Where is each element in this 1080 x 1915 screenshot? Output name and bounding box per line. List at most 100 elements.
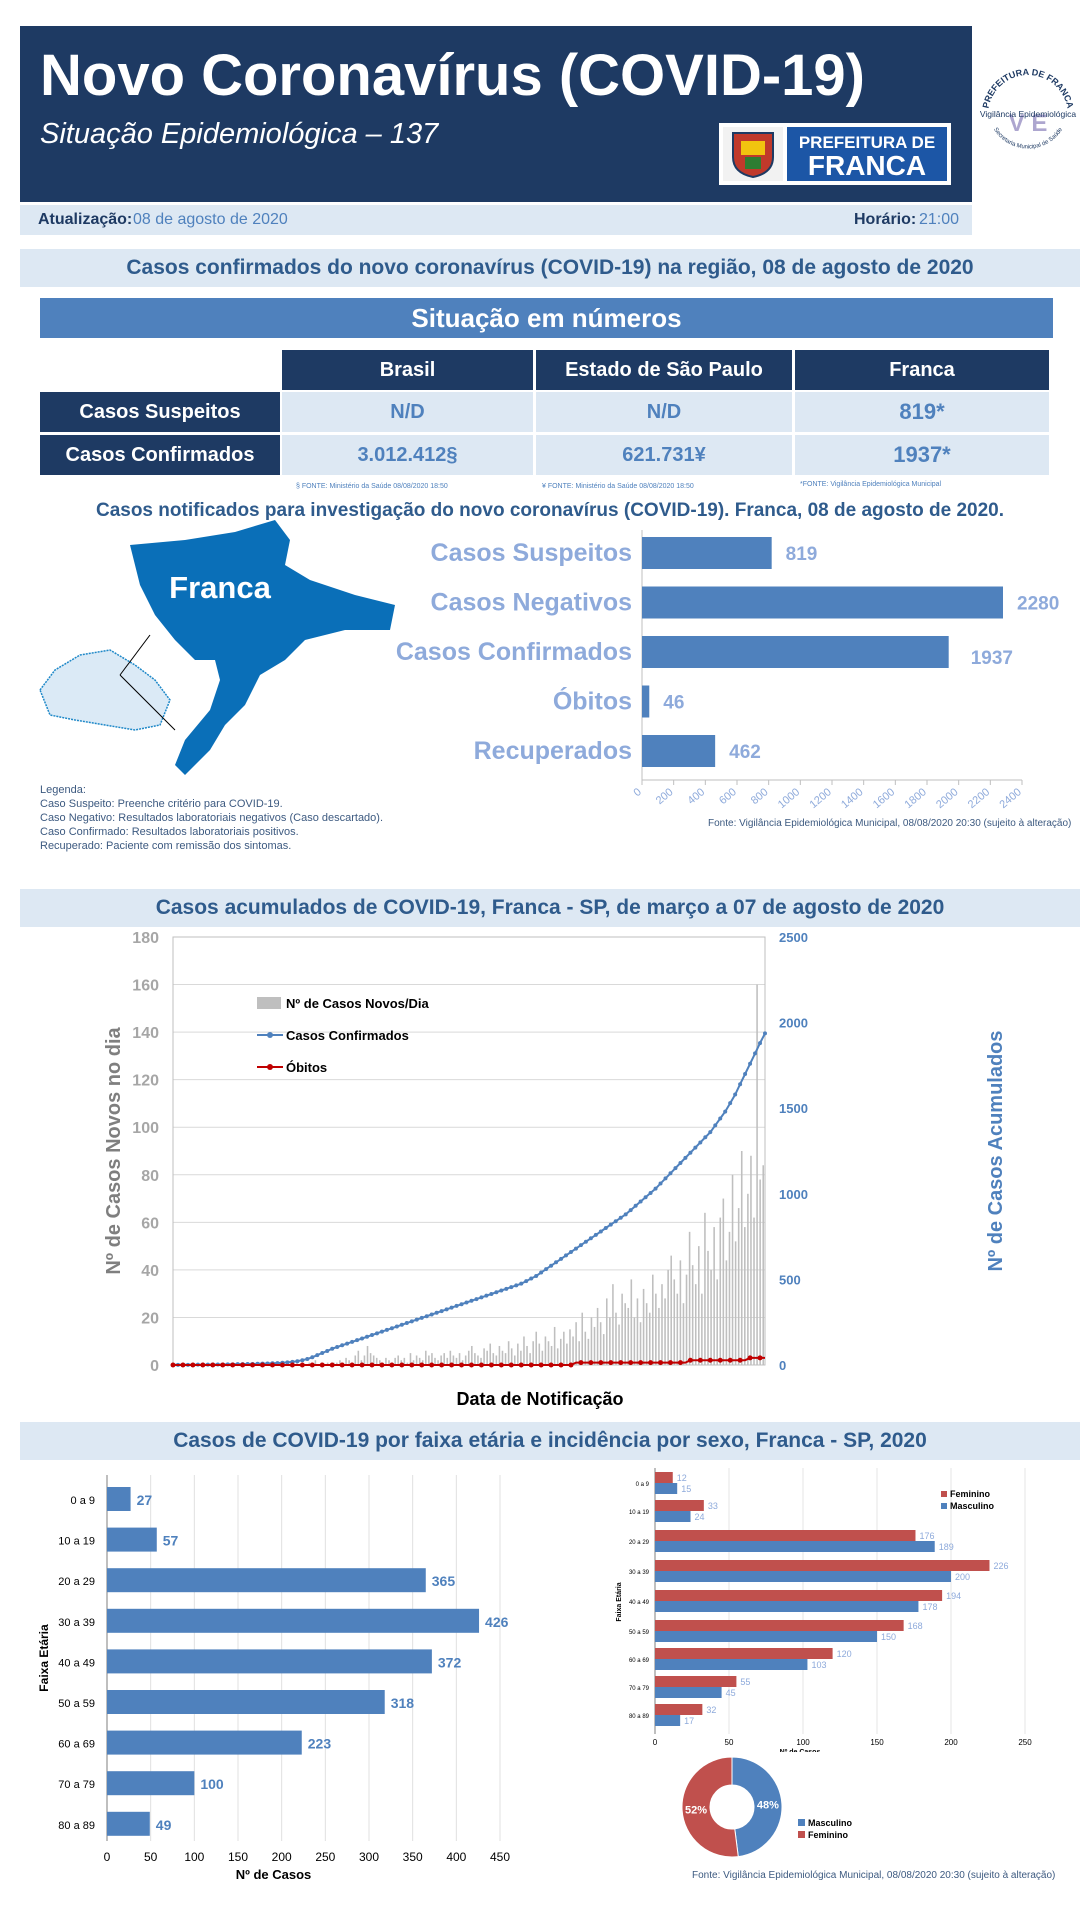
x-axis-title: Data de Notificação [456, 1389, 623, 1409]
daily-bar [486, 1350, 488, 1365]
daily-bar [461, 1360, 464, 1365]
deaths-point [747, 1355, 753, 1361]
footnote-franca: *FONTE: Vigilância Epidemiológica Munici… [800, 481, 942, 488]
daily-bar [363, 1355, 366, 1365]
daily-bar [418, 1357, 421, 1365]
daily-bar [403, 1357, 406, 1365]
deaths-point [528, 1362, 534, 1368]
x-tick-label: 0 [653, 1738, 658, 1747]
x-tick-label: 250 [315, 1850, 335, 1864]
daily-bar [544, 1336, 547, 1365]
x-tick-label: 600 [717, 786, 739, 807]
daily-bar [369, 1353, 372, 1365]
age-chart: 0 50 100 150 200 250 300 350 400 450 0 a 9 27 10 a 1… [20, 1465, 600, 1885]
daily-bar [633, 1317, 636, 1365]
cumulative-point [653, 1186, 658, 1191]
footnote-brasil: § FONTE: Ministério da Saúde 08/08/2020 … [296, 483, 448, 490]
x-tick-label: 200 [944, 1738, 958, 1747]
time-label: Horário: [854, 211, 917, 228]
male-value-label: 24 [695, 1512, 705, 1522]
daily-bar [394, 1357, 396, 1365]
daily-bar [507, 1341, 510, 1365]
female-value-label: 120 [837, 1649, 852, 1659]
category-label: 10 a 19 [629, 1510, 650, 1516]
age-value-label: 57 [163, 1533, 179, 1549]
bar-1 [642, 586, 1003, 619]
female-value-label: 12 [677, 1473, 687, 1483]
female-bar-2 [655, 1530, 916, 1541]
value-label: 819 [786, 544, 818, 565]
value-label: 1937 [971, 648, 1013, 669]
daily-bar [415, 1355, 418, 1365]
female-value-label: 33 [708, 1501, 718, 1511]
daily-bar [550, 1345, 553, 1365]
daily-bar [587, 1338, 590, 1365]
x-tick-label: 2200 [966, 786, 992, 811]
cumulative-point [429, 1312, 434, 1317]
cumulative-point [738, 1082, 743, 1087]
col-header-franca: Franca [795, 350, 1049, 390]
row-header-confirmados: Casos Confirmados [40, 435, 280, 475]
deaths-point [419, 1362, 425, 1368]
deaths-point [170, 1362, 176, 1368]
cumulative-point [330, 1346, 335, 1351]
deaths-point [598, 1360, 604, 1366]
x-tick-label: 300 [359, 1850, 379, 1864]
daily-bar [354, 1355, 357, 1365]
legend-swatch-female [941, 1491, 947, 1497]
male-bar-0 [655, 1483, 678, 1494]
male-value-label: 103 [811, 1660, 826, 1670]
daily-bar [443, 1353, 445, 1365]
male-bar-7 [655, 1687, 722, 1698]
pie-legend-label: Masculino [808, 1818, 853, 1828]
cumulative-point [399, 1322, 404, 1327]
cumulative-point [658, 1181, 663, 1186]
daily-bar [737, 1208, 740, 1365]
cumulative-point [753, 1051, 758, 1056]
age-bar-7 [107, 1771, 195, 1796]
row-header-suspeitos: Casos Suspeitos [40, 392, 280, 432]
daily-bar [627, 1307, 630, 1365]
daily-bar [734, 1241, 737, 1365]
daily-bar [716, 1279, 718, 1365]
y-axis-title: Faixa Etária [616, 1582, 623, 1621]
daily-bar [336, 1362, 338, 1365]
age-bar-2 [107, 1568, 426, 1593]
legend-confirmado: Caso Confirmado: Resultados laboratoriai… [40, 826, 299, 838]
cumulative-point [544, 1267, 549, 1272]
daily-bar [725, 1260, 728, 1365]
male-value-label: 15 [681, 1484, 691, 1494]
cumulative-point [484, 1293, 489, 1298]
female-bar-5 [655, 1620, 904, 1631]
legend-heading: Legenda: [40, 784, 86, 796]
category-label: 0 a 9 [636, 1482, 650, 1488]
cumulative-point [713, 1123, 718, 1128]
daily-bar [556, 1348, 559, 1365]
female-value-label: 55 [740, 1677, 750, 1687]
daily-bar [388, 1360, 390, 1365]
daily-bar [434, 1357, 436, 1365]
x-tick-label: 400 [685, 786, 707, 807]
cumulative-point [728, 1101, 733, 1106]
daily-bar [520, 1350, 522, 1365]
daily-bar [645, 1303, 648, 1365]
deaths-point [468, 1362, 474, 1368]
female-bar-4 [655, 1590, 943, 1601]
cumulative-point [474, 1297, 479, 1302]
daily-bar [713, 1227, 715, 1365]
cumulative-point [638, 1199, 643, 1204]
cumulative-point [529, 1276, 534, 1281]
male-value-label: 17 [684, 1716, 694, 1726]
daily-bar [602, 1334, 605, 1365]
svg-text:PREFEITURA DE FRANCA: PREFEITURA DE FRANCA [981, 67, 1076, 110]
category-label: 70 a 79 [629, 1686, 650, 1692]
deaths-point [538, 1362, 544, 1368]
cumulative-point [449, 1305, 454, 1310]
x-tick-label: 400 [446, 1850, 466, 1864]
age-value-label: 372 [438, 1654, 462, 1670]
daily-bar [510, 1348, 513, 1365]
cumulative-point [698, 1140, 703, 1145]
daily-bar [593, 1326, 596, 1365]
female-value-label: 168 [908, 1621, 923, 1631]
cell-suspeitos-brasil: N/D [282, 392, 533, 432]
